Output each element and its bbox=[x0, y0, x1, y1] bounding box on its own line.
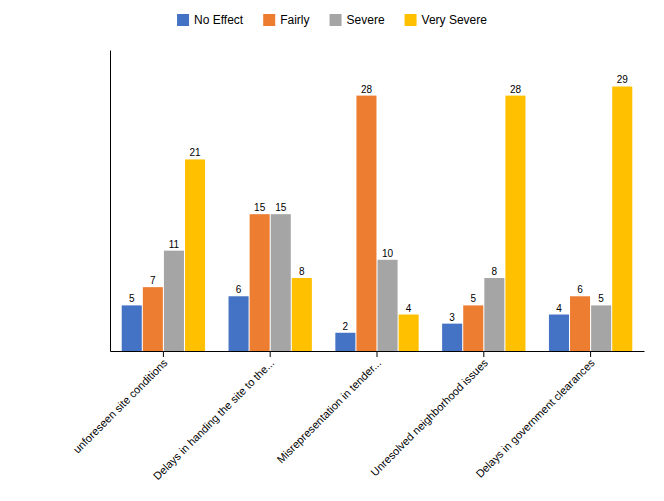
bar bbox=[143, 287, 163, 351]
data-label: 4 bbox=[556, 303, 562, 314]
x-axis: unforeseen site conditionsDelays in hand… bbox=[71, 351, 645, 482]
bar bbox=[122, 305, 142, 351]
legend-label: Severe bbox=[347, 13, 385, 27]
x-tick-label: Delays in handing the site to the... bbox=[151, 357, 277, 483]
bar bbox=[356, 96, 376, 351]
legend-item: Fairly bbox=[263, 13, 309, 27]
bar bbox=[484, 278, 504, 351]
chart: 5 6 2 3 4 7 15 28 5 6 11 15 10 8 5 21 8 4 28 29 unforeseen s… bbox=[0, 0, 664, 501]
data-label: 5 bbox=[470, 293, 476, 304]
data-label: 15 bbox=[254, 202, 266, 213]
data-label: 3 bbox=[449, 312, 455, 323]
data-label: 10 bbox=[382, 248, 394, 259]
bar bbox=[612, 86, 632, 351]
data-label: 6 bbox=[577, 284, 583, 295]
bar bbox=[570, 296, 590, 351]
data-label: 4 bbox=[406, 303, 412, 314]
bar bbox=[229, 296, 249, 351]
legend-label: Fairly bbox=[280, 13, 309, 27]
data-label: 5 bbox=[129, 293, 135, 304]
legend-label: No Effect bbox=[194, 13, 244, 27]
data-label: 28 bbox=[361, 84, 373, 95]
bar bbox=[185, 159, 205, 351]
data-label: 15 bbox=[275, 202, 287, 213]
legend-swatch bbox=[405, 14, 417, 26]
data-label: 6 bbox=[236, 284, 242, 295]
data-label: 11 bbox=[169, 239, 180, 250]
x-tick-mark bbox=[377, 351, 378, 357]
x-tick-mark bbox=[590, 351, 591, 357]
plot: 5 6 2 3 4 7 15 28 5 6 11 15 10 8 5 21 8 4 28 29 unforeseen s… bbox=[71, 51, 645, 483]
x-tick-label: Delays in government clearances bbox=[473, 356, 597, 480]
bars bbox=[122, 86, 633, 351]
data-labels: 5 6 2 3 4 7 15 28 5 6 11 15 10 8 5 21 8 4 28 29 bbox=[129, 74, 628, 331]
x-tick: Misrepresentation in tender... bbox=[274, 351, 383, 465]
legend-swatch bbox=[330, 14, 342, 26]
bar bbox=[250, 214, 270, 351]
data-label: 21 bbox=[189, 147, 201, 158]
bar bbox=[549, 315, 569, 351]
data-label: 2 bbox=[343, 321, 349, 332]
x-tick-label: Unresolved neighborhood issues bbox=[368, 356, 490, 478]
x-tick-mark bbox=[163, 351, 164, 357]
bar bbox=[591, 305, 611, 351]
legend: No Effect Fairly Severe Very Severe bbox=[177, 13, 487, 27]
x-tick: Delays in handing the site to the... bbox=[151, 351, 277, 482]
legend-swatch bbox=[177, 14, 189, 26]
data-label: 7 bbox=[150, 275, 156, 286]
legend-item: No Effect bbox=[177, 13, 244, 27]
legend-swatch bbox=[263, 14, 275, 26]
bar bbox=[399, 315, 419, 351]
bar bbox=[164, 251, 184, 351]
x-tick-mark bbox=[483, 351, 484, 357]
data-label: 28 bbox=[510, 84, 522, 95]
legend-item: Severe bbox=[330, 13, 385, 27]
bar bbox=[335, 333, 355, 351]
bar bbox=[463, 305, 483, 351]
data-label: 29 bbox=[617, 74, 629, 85]
y-axis bbox=[110, 51, 111, 352]
x-tick: Unresolved neighborhood issues bbox=[368, 351, 490, 478]
bar bbox=[292, 278, 312, 351]
x-tick-label: Misrepresentation in tender... bbox=[274, 357, 383, 466]
bar bbox=[442, 324, 462, 351]
x-tick-mark bbox=[270, 351, 271, 357]
bar bbox=[378, 260, 398, 351]
legend-item: Very Severe bbox=[405, 13, 488, 27]
bar bbox=[505, 96, 525, 351]
x-tick: unforeseen site conditions bbox=[71, 351, 170, 455]
x-tick: Delays in government clearances bbox=[473, 351, 597, 480]
bar bbox=[271, 214, 291, 351]
data-label: 8 bbox=[492, 266, 498, 277]
data-label: 5 bbox=[598, 293, 604, 304]
y-axis-line bbox=[110, 51, 111, 352]
x-tick-label: unforeseen site conditions bbox=[71, 356, 170, 455]
data-label: 8 bbox=[299, 266, 305, 277]
legend-label: Very Severe bbox=[422, 13, 488, 27]
